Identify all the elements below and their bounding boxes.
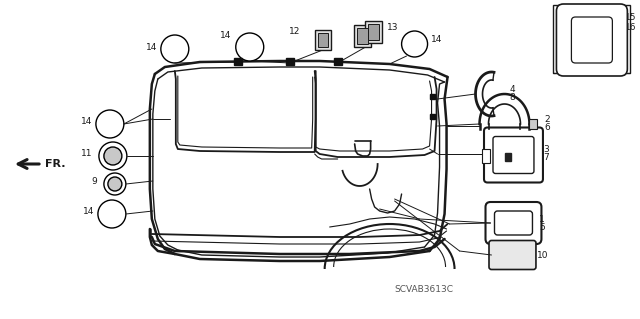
Text: 4: 4 — [509, 85, 515, 93]
Bar — [529, 119, 538, 129]
Text: 13: 13 — [387, 24, 398, 33]
Text: 2: 2 — [545, 115, 550, 123]
Bar — [429, 94, 435, 99]
Text: 16: 16 — [625, 23, 637, 32]
Ellipse shape — [104, 147, 122, 165]
Text: 15: 15 — [625, 12, 637, 21]
FancyBboxPatch shape — [489, 241, 536, 270]
Ellipse shape — [99, 142, 127, 170]
Bar — [554, 5, 630, 73]
Text: 14: 14 — [81, 117, 92, 127]
Bar — [367, 24, 379, 40]
Text: 7: 7 — [543, 153, 549, 162]
Bar — [285, 58, 294, 65]
Text: 14: 14 — [431, 34, 442, 43]
Text: 10: 10 — [536, 250, 548, 259]
Text: 11: 11 — [81, 150, 93, 159]
Ellipse shape — [104, 173, 126, 195]
Bar — [481, 149, 490, 163]
Ellipse shape — [98, 200, 126, 228]
Text: 5: 5 — [540, 224, 545, 233]
Text: 9: 9 — [91, 177, 97, 187]
Text: 3: 3 — [543, 145, 549, 153]
Ellipse shape — [401, 31, 428, 57]
Bar — [315, 30, 331, 50]
FancyBboxPatch shape — [484, 128, 543, 182]
Ellipse shape — [108, 177, 122, 191]
FancyBboxPatch shape — [556, 4, 627, 76]
Bar — [506, 153, 511, 161]
Bar — [354, 25, 371, 47]
Bar — [333, 58, 342, 65]
Ellipse shape — [161, 35, 189, 63]
Text: FR.: FR. — [45, 159, 65, 169]
Bar — [429, 114, 435, 119]
Text: 6: 6 — [545, 123, 550, 132]
Bar — [365, 21, 381, 43]
FancyBboxPatch shape — [572, 17, 612, 63]
Text: 8: 8 — [509, 93, 515, 102]
Text: SCVAB3613C: SCVAB3613C — [395, 285, 454, 293]
Text: 14: 14 — [83, 207, 94, 217]
Ellipse shape — [236, 33, 264, 61]
Text: 12: 12 — [289, 27, 301, 36]
Text: 1: 1 — [540, 214, 545, 224]
FancyBboxPatch shape — [495, 211, 532, 235]
Bar — [356, 28, 367, 44]
Bar — [234, 58, 242, 65]
Bar — [317, 33, 328, 47]
Ellipse shape — [96, 110, 124, 138]
Text: 14: 14 — [145, 42, 157, 51]
FancyBboxPatch shape — [486, 202, 541, 244]
Text: 14: 14 — [220, 31, 232, 40]
FancyBboxPatch shape — [493, 137, 534, 174]
